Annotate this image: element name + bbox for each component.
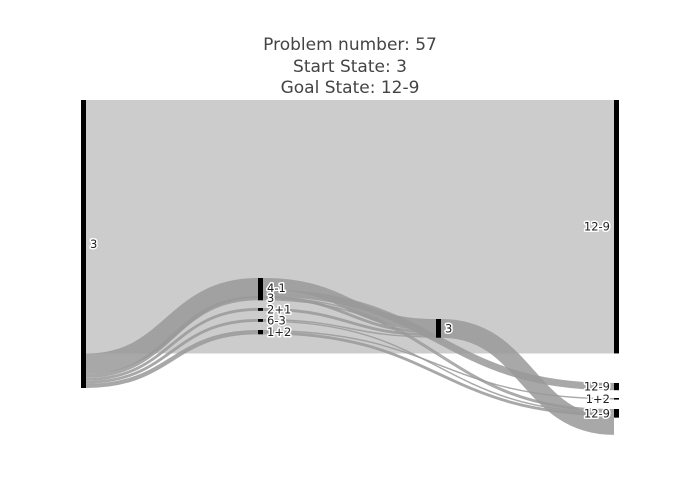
- link-n6-to-n10: [440, 319, 615, 435]
- node-label-halo-n2: 3: [267, 291, 274, 305]
- link-n3-to-n6: [262, 308, 437, 337]
- node-n9: [614, 398, 619, 400]
- node-label-n8: 12-9: [584, 380, 610, 394]
- links-layer: [85, 99, 615, 435]
- node-label-n0: 3: [90, 237, 97, 251]
- node-label-halo-n9: 1+2: [586, 392, 610, 406]
- node-n4: [258, 319, 263, 322]
- node-label-n10: 12-9: [584, 406, 610, 420]
- node-label-n2: 3: [267, 291, 274, 305]
- title-line-start-state: Start State: 3: [293, 57, 407, 77]
- node-label-halo-n0: 3: [90, 237, 97, 251]
- node-n3: [258, 308, 263, 311]
- node-n8: [614, 383, 619, 391]
- node-label-halo-n1: 4-1: [267, 281, 286, 295]
- node-n6: [436, 319, 441, 338]
- node-label-n9: 1+2: [586, 392, 610, 406]
- node-n7: [614, 100, 619, 354]
- node-label-halo-n7: 12-9: [584, 220, 610, 234]
- node-n2: [258, 296, 263, 301]
- link-n0-to-n2: [85, 296, 259, 378]
- node-label-halo-n8: 12-9: [584, 380, 610, 394]
- node-label-n1: 4-1: [267, 281, 286, 295]
- node-label-n5: 1+2: [267, 325, 291, 339]
- link-n2-to-n6: [262, 296, 437, 334]
- chart-title: Problem number: 57 Start State: 3 Goal S…: [263, 35, 437, 98]
- node-label-halo-n3: 2+1: [267, 302, 291, 316]
- link-n0-to-n1: [85, 278, 259, 374]
- link-n0-to-n3: [85, 308, 259, 381]
- node-label-n3: 2+1: [267, 302, 291, 316]
- node-label-n6: 3: [445, 321, 452, 335]
- node-label-halo-n5: 1+2: [267, 325, 291, 339]
- node-n5: [258, 330, 263, 335]
- node-label-halo-n4: 6-3: [267, 313, 286, 327]
- link-n0-to-n4: [85, 319, 259, 384]
- nodes-layer: [81, 100, 619, 418]
- title-line-goal-state: Goal State: 12-9: [281, 78, 420, 98]
- node-label-n4: 6-3: [267, 313, 286, 327]
- link-n0-to-n5: [85, 330, 259, 388]
- node-n10: [614, 409, 619, 418]
- link-n4-to-n6: [262, 319, 437, 338]
- node-label-n7: 12-9: [584, 220, 610, 234]
- link-n1-to-n8: [262, 289, 615, 391]
- node-label-halo-n6: 3: [445, 321, 452, 335]
- title-line-problem: Problem number: 57: [263, 35, 437, 55]
- node-n0: [81, 100, 86, 388]
- node-label-halo-n10: 12-9: [584, 406, 610, 420]
- node-n1: [258, 278, 263, 299]
